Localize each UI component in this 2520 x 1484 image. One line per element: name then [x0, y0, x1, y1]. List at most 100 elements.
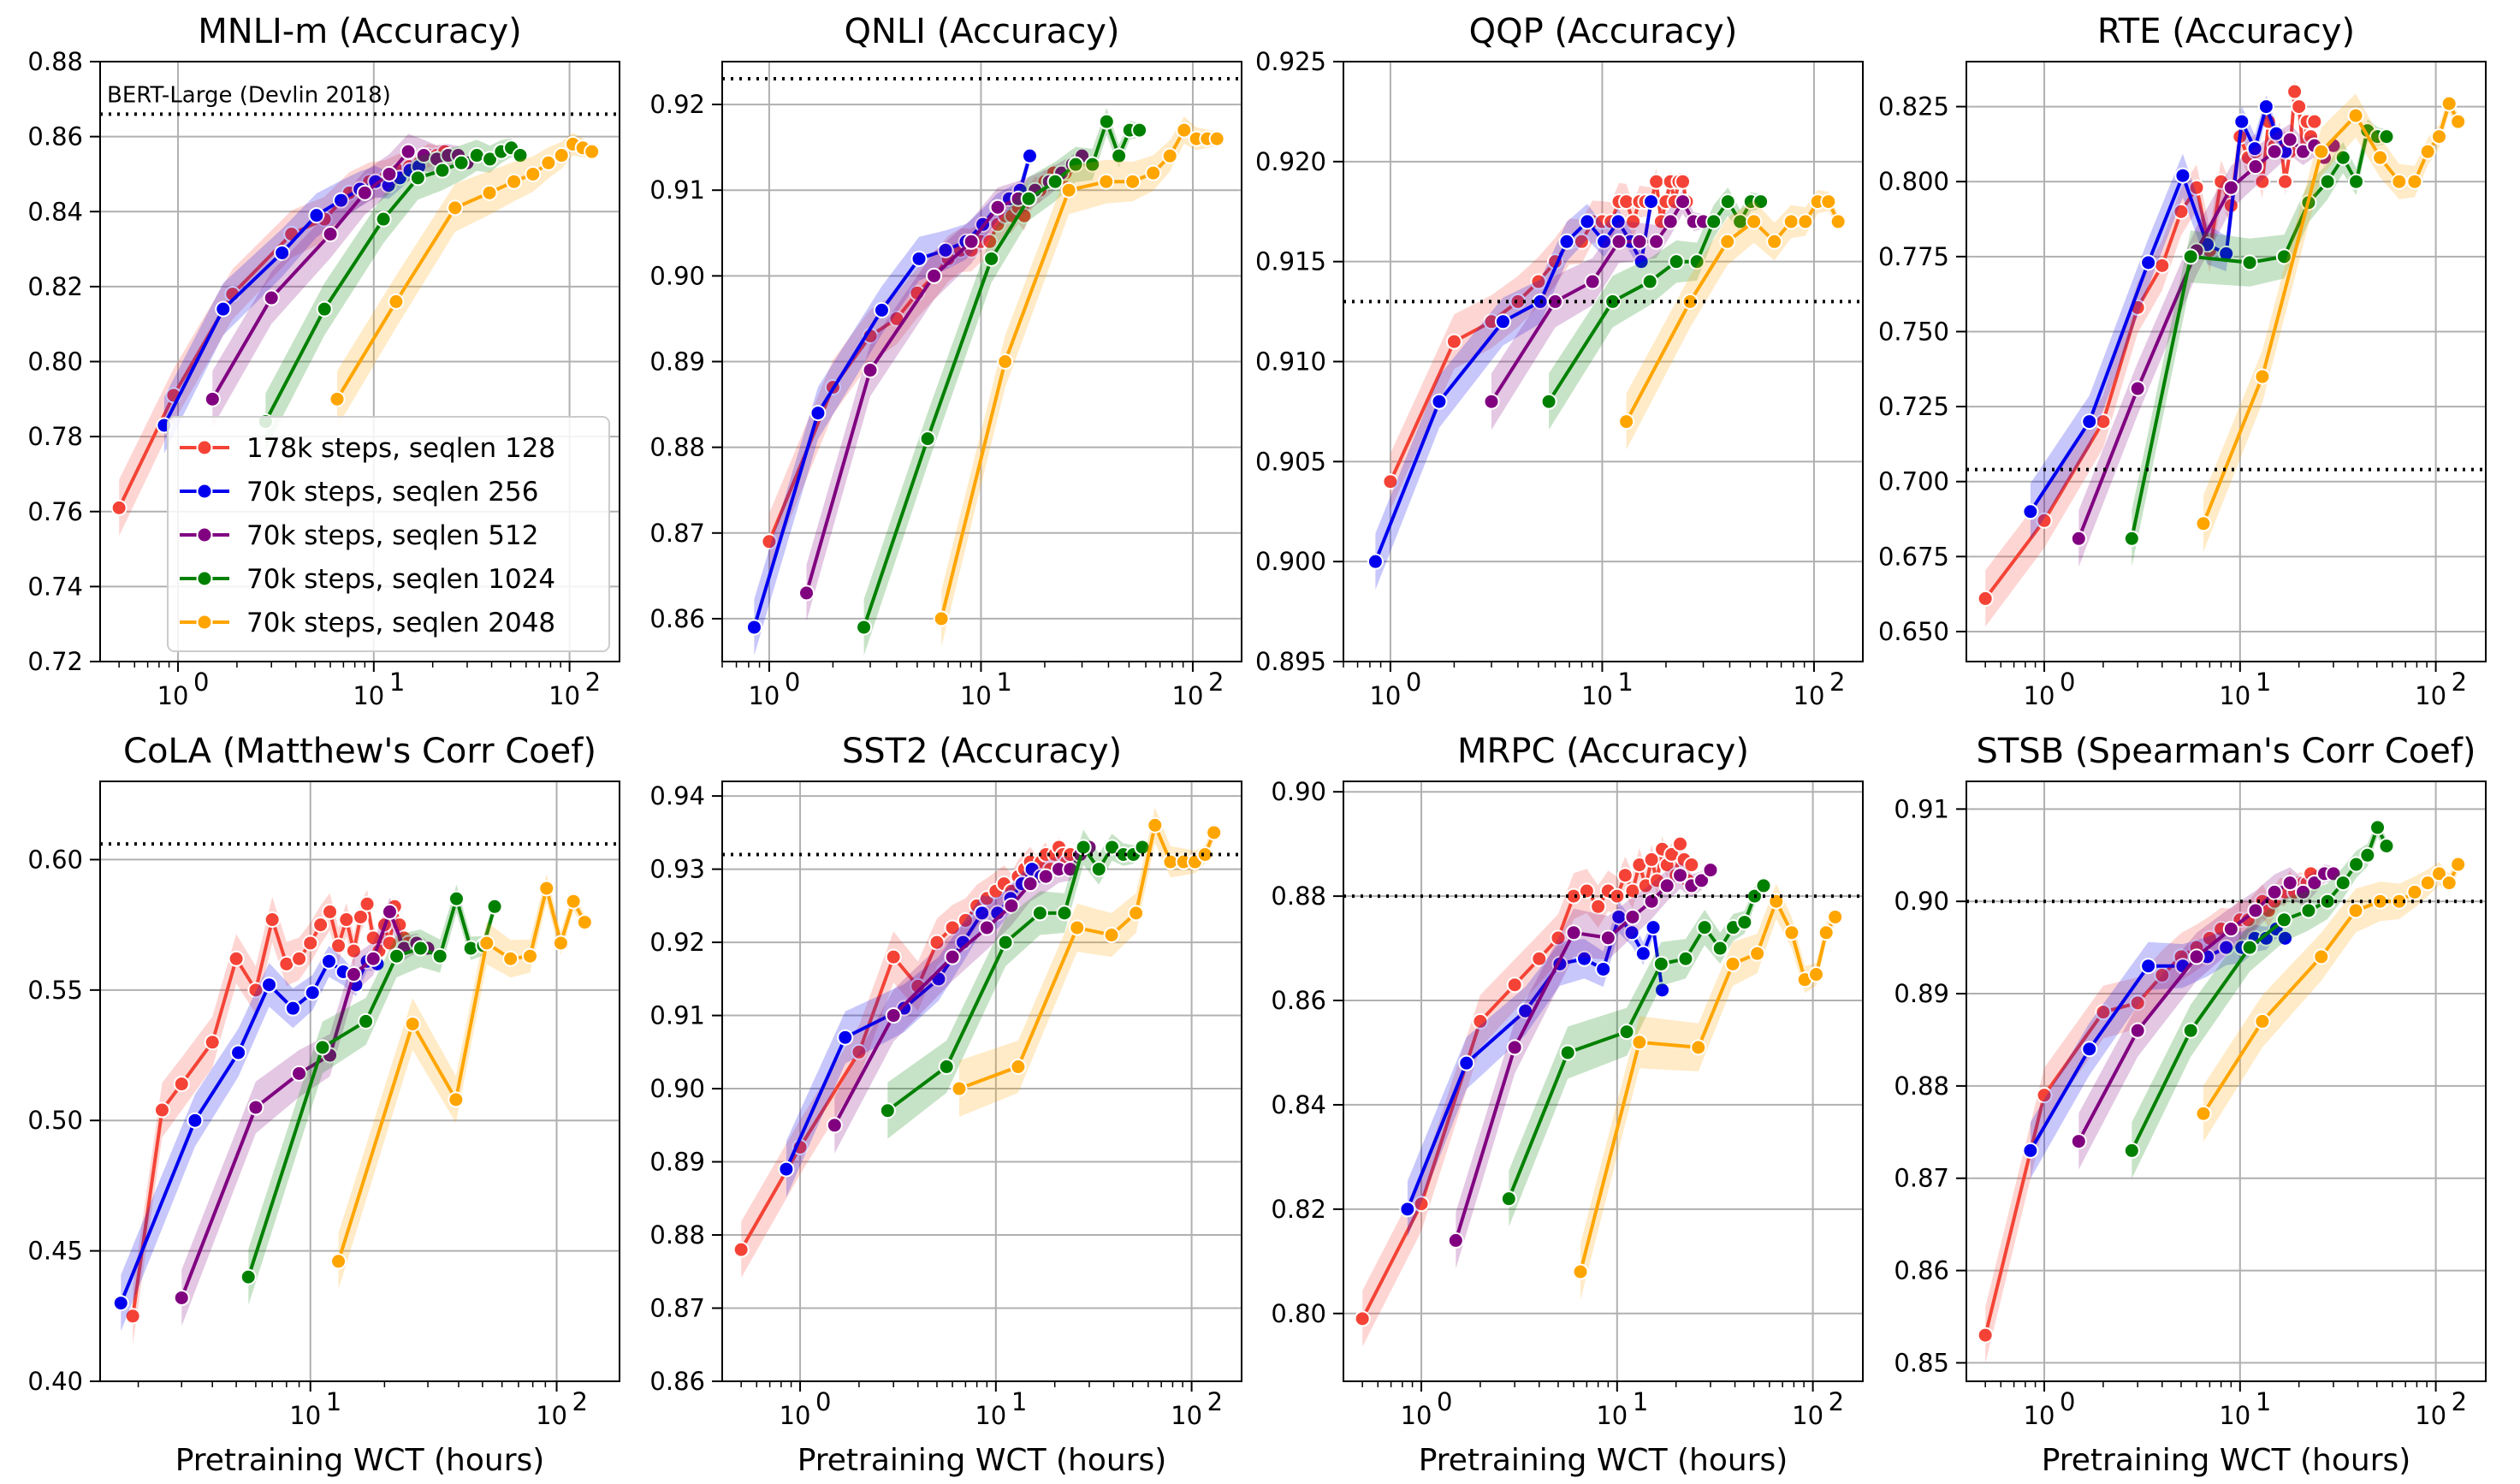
data-point [1658, 877, 1675, 894]
plot-area [1977, 818, 2467, 1363]
data-point [1128, 905, 1145, 922]
data-point [345, 942, 362, 959]
data-point [933, 610, 950, 627]
data-point [1766, 233, 1783, 250]
data-point [963, 233, 980, 250]
data-point [2154, 966, 2171, 983]
data-point [1634, 945, 1651, 962]
data-point [1506, 976, 1523, 994]
data-point [1610, 233, 1628, 250]
x-tick-exponent: 2 [1829, 668, 1845, 697]
series-line [336, 887, 587, 1262]
y-tick-label: 0.84 [1271, 1090, 1326, 1119]
data-point [1654, 982, 1671, 999]
y-tick-label: 0.86 [27, 122, 83, 151]
data-point [552, 935, 569, 952]
series-5 [933, 116, 1225, 647]
legend-label: 70k steps, seqlen 1024 [246, 564, 555, 595]
data-point [1531, 950, 1548, 967]
data-point [1047, 173, 1064, 190]
y-tick-label: 0.72 [27, 647, 83, 676]
data-point [2129, 380, 2146, 397]
y-tick-label: 0.905 [1255, 447, 1326, 476]
x-axis-label: Pretraining WCT (hours) [2042, 1443, 2411, 1478]
data-point [1683, 857, 1700, 874]
x-tick-exponent: 1 [389, 668, 405, 697]
y-tick-label: 0.87 [1894, 1164, 1949, 1193]
legend-swatch-marker [196, 483, 213, 500]
x-tick-label: 10 [975, 1401, 1006, 1430]
y-tick-label: 0.86 [649, 604, 705, 633]
data-point [1595, 960, 1612, 977]
panel-3: QQP (Accuracy)10 0 10 1 10 20.8950.9000.9050.… [1255, 12, 1864, 710]
data-point [448, 1091, 465, 1108]
data-point [453, 154, 470, 171]
panel-4: RTE (Accuracy)10 0 10 1 10 20.6500.6750.7000.… [1878, 12, 2487, 710]
data-point [291, 1065, 308, 1082]
series-3 [1447, 861, 1719, 1269]
data-point [2022, 1142, 2039, 1159]
data-point [263, 289, 280, 306]
data-point [2348, 856, 2365, 873]
data-point [2233, 113, 2250, 130]
data-point [1633, 253, 1650, 270]
y-tick-label: 0.92 [649, 90, 705, 119]
data-point [1623, 924, 1640, 941]
data-point [1147, 816, 1164, 834]
x-tick-exponent: 2 [1208, 668, 1224, 697]
x-tick-label: 10 [2219, 681, 2250, 710]
series-band [265, 138, 520, 450]
data-point [1643, 851, 1660, 868]
data-point [2319, 173, 2336, 190]
data-point [1382, 473, 1399, 490]
y-tick-label: 0.88 [649, 1220, 705, 1250]
data-point [1719, 193, 1736, 211]
data-point [1705, 213, 1722, 230]
data-point [173, 1289, 190, 1306]
data-point [1367, 553, 1384, 570]
data-point [359, 895, 376, 912]
data-point [2291, 98, 2308, 116]
data-point [951, 1080, 968, 1097]
y-tick-label: 0.90 [649, 1074, 705, 1103]
legend-swatch-marker [196, 570, 213, 587]
data-point [1206, 824, 1223, 841]
data-point [1736, 914, 1753, 931]
y-tick-label: 0.40 [27, 1367, 83, 1396]
x-tick-exponent: 0 [1437, 1387, 1452, 1416]
data-point [2313, 143, 2330, 160]
data-point [1604, 293, 1622, 310]
x-tick-label: 10 [2415, 1401, 2446, 1430]
data-point [937, 241, 954, 258]
data-point [1746, 213, 1763, 230]
data-point [2325, 865, 2342, 882]
data-point [316, 300, 333, 318]
x-tick-exponent: 1 [1633, 1387, 1648, 1416]
data-point [1103, 927, 1120, 944]
axes-frame [99, 781, 620, 1382]
data-point [1037, 868, 1054, 885]
data-point [879, 1102, 896, 1119]
x-tick-label: 10 [1794, 681, 1825, 710]
data-point [314, 1039, 331, 1056]
data-point [974, 905, 991, 922]
y-tick-label: 0.55 [27, 976, 83, 1005]
data-point [291, 950, 308, 967]
data-point [2182, 1022, 2199, 1039]
data-point [447, 199, 464, 217]
data-point [2241, 254, 2258, 271]
data-point [404, 1015, 421, 1032]
y-tick-label: 0.900 [1255, 547, 1326, 576]
data-point [1161, 147, 1178, 164]
data-point [1797, 213, 1814, 230]
data-point [2277, 929, 2294, 947]
data-point [1643, 893, 1660, 910]
plot-area [110, 133, 601, 537]
series-5 [2195, 93, 2467, 552]
data-point [1599, 929, 1616, 947]
data-point [2430, 865, 2447, 882]
data-point [1977, 590, 1994, 607]
x-axis-label: Pretraining WCT (hours) [1419, 1443, 1788, 1478]
data-point [1145, 164, 1162, 181]
